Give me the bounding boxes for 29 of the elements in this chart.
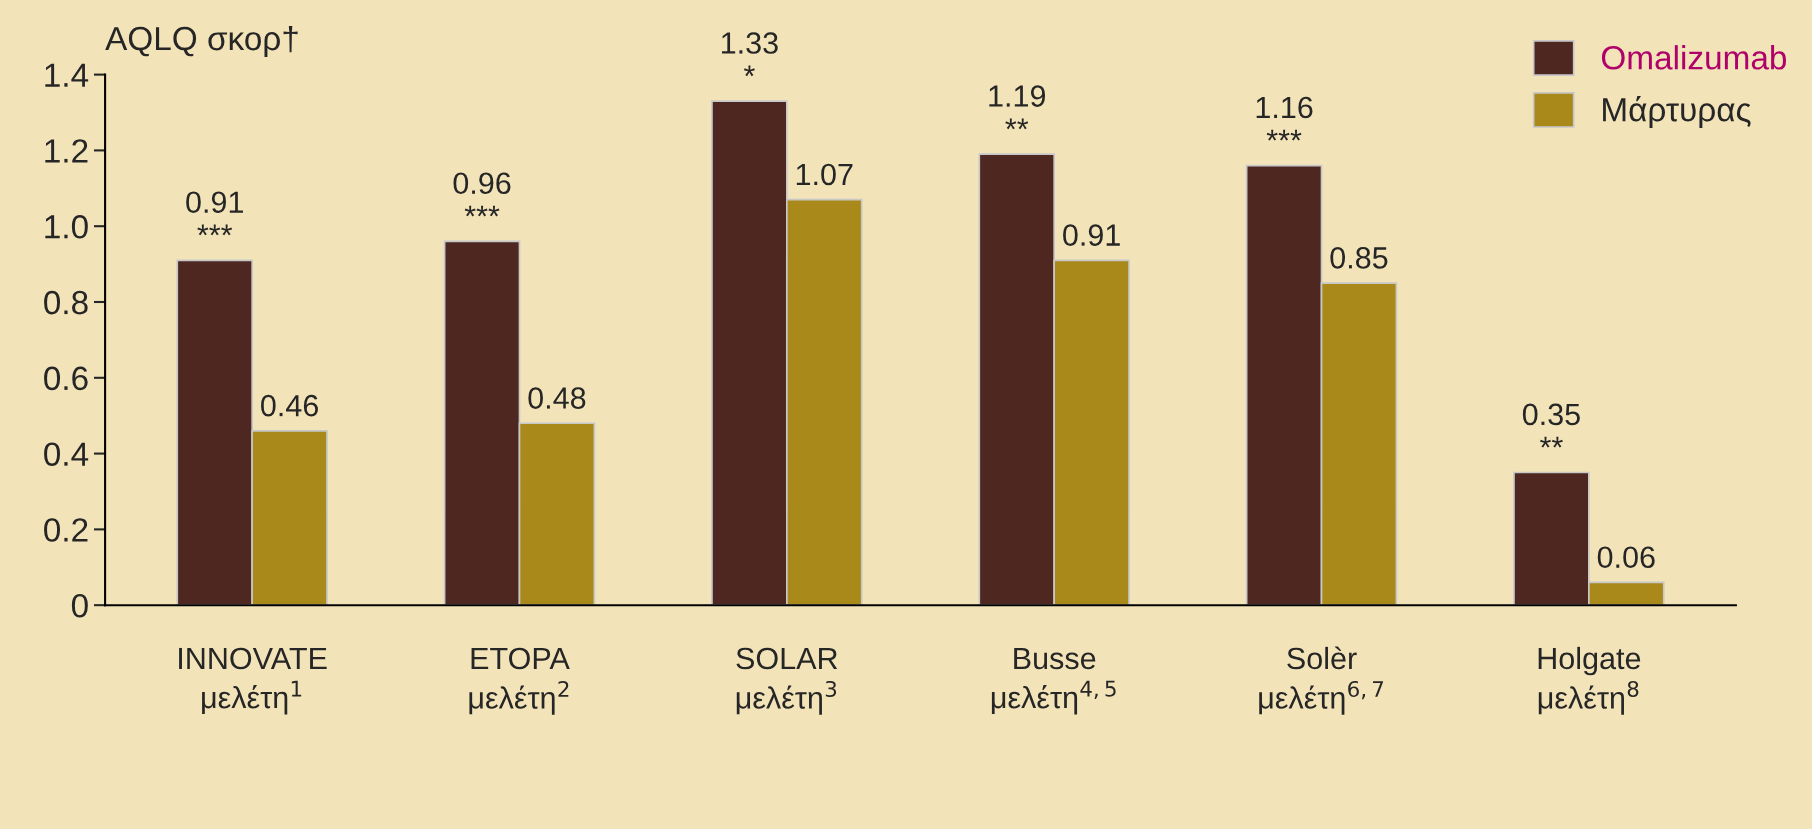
data-label: 1.07 [796, 163, 853, 186]
x-tick-label: SOLAR μελέτη$^{3}$ [736, 647, 838, 715]
y-tick-label: 0.6 [44, 366, 88, 391]
legend-label: Μάρτυρας [1603, 96, 1751, 129]
data-label: 1.33 * [721, 32, 778, 77]
y-tick-label: 0.2 [44, 518, 88, 542]
x-tick-label: Solèr μελέτη$^{6,7}$ [1259, 646, 1384, 715]
y-tick-label: 1.4 [45, 63, 89, 87]
data-label: 0.46 [261, 394, 318, 417]
y-tick-label: 0.4 [44, 442, 89, 466]
y-tick-label: 1.0 [45, 215, 88, 239]
x-tick-label: Busse μελέτη$^{4,5}$ [991, 647, 1116, 715]
data-label: 1.19 ** [989, 85, 1046, 130]
data-label: 0.85 [1330, 247, 1388, 269]
y-tick-label: 1.2 [45, 139, 88, 163]
legend-label: Omalizumab [1601, 45, 1787, 70]
y-axis-title: AQLQ σκορ† [105, 25, 298, 57]
y-tick-label: 0 [71, 593, 88, 618]
y-tick-label: 0.8 [44, 290, 88, 315]
data-label: 1.16 *** [1256, 96, 1313, 141]
data-label: 0.06 [1597, 546, 1655, 569]
x-tick-label: ETOPA μελέτη$^{2}$ [469, 647, 570, 715]
x-tick-label: Holgate μελέτη$^{8}$ [1538, 646, 1641, 715]
data-label: 0.35 ** [1522, 403, 1580, 448]
data-label: 0.96 *** [453, 172, 511, 217]
data-label: 0.91 [1063, 224, 1120, 246]
data-label: 0.48 [528, 387, 586, 409]
data-label: 0.91 *** [186, 191, 243, 236]
x-tick-label: INNOVATE μελέτη$^{1}$ [179, 647, 327, 715]
